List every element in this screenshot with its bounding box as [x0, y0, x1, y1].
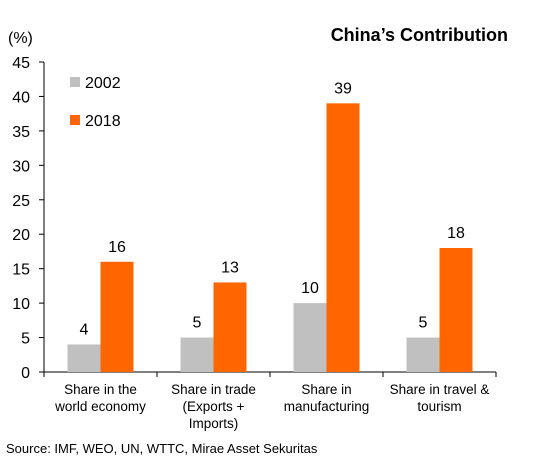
bar-2018-3: [326, 103, 360, 372]
source-note: Source: IMF, WEO, UN, WTTC, Mirae Asset …: [6, 441, 318, 456]
y-unit-label: (%): [8, 30, 33, 47]
legend-swatch-2002: [70, 77, 80, 87]
data-label-2002-2: 5: [193, 315, 202, 332]
category-label-1: world economy: [54, 399, 146, 414]
y-tick-label: 10: [12, 296, 30, 313]
bar-2018-1: [100, 261, 134, 372]
y-tick-label: 40: [12, 89, 30, 106]
data-label-2002-1: 4: [80, 321, 89, 338]
bar-2002-4: [406, 337, 440, 372]
data-label-2018-1: 16: [108, 239, 126, 256]
y-tick-label: 30: [12, 158, 30, 175]
category-label-3: manufacturing: [284, 399, 370, 414]
legend-swatch-2018: [70, 115, 80, 125]
category-label-2: (Exports +: [183, 399, 245, 414]
category-label-2: Share in trade: [171, 382, 256, 397]
bar-2002-1: [67, 344, 101, 372]
y-tick-label: 45: [12, 55, 30, 72]
bar-2002-2: [180, 337, 214, 372]
y-tick-label: 15: [12, 262, 30, 279]
bar-2018-2: [213, 282, 247, 372]
category-label-2: Imports): [189, 416, 239, 431]
data-label-2002-3: 10: [301, 280, 319, 297]
legend-label-2018: 2018: [85, 113, 121, 130]
bar-2018-4: [439, 248, 473, 372]
chart-title: China’s Contribution: [331, 25, 508, 45]
plot-area: 0 5 10 15 20 25 30 35 40 45 4 16 Share in the world e…: [12, 55, 497, 431]
data-label-2002-4: 5: [419, 315, 428, 332]
category-label-3: Share in: [301, 382, 351, 397]
y-tick-label: 20: [12, 227, 30, 244]
category-label-4: tourism: [417, 399, 461, 414]
category-label-1: Share in the: [64, 382, 137, 397]
data-label-2018-4: 18: [447, 225, 465, 242]
y-tick-label: 25: [12, 193, 30, 210]
y-tick-label: 5: [21, 331, 30, 348]
legend-label-2002: 2002: [85, 75, 121, 92]
data-label-2018-3: 39: [334, 80, 352, 97]
y-tick-label: 35: [12, 124, 30, 141]
category-label-4: Share in travel &: [390, 382, 490, 397]
data-label-2018-2: 13: [221, 259, 239, 276]
y-tick-label: 0: [21, 365, 30, 382]
bar-2002-3: [293, 303, 327, 372]
